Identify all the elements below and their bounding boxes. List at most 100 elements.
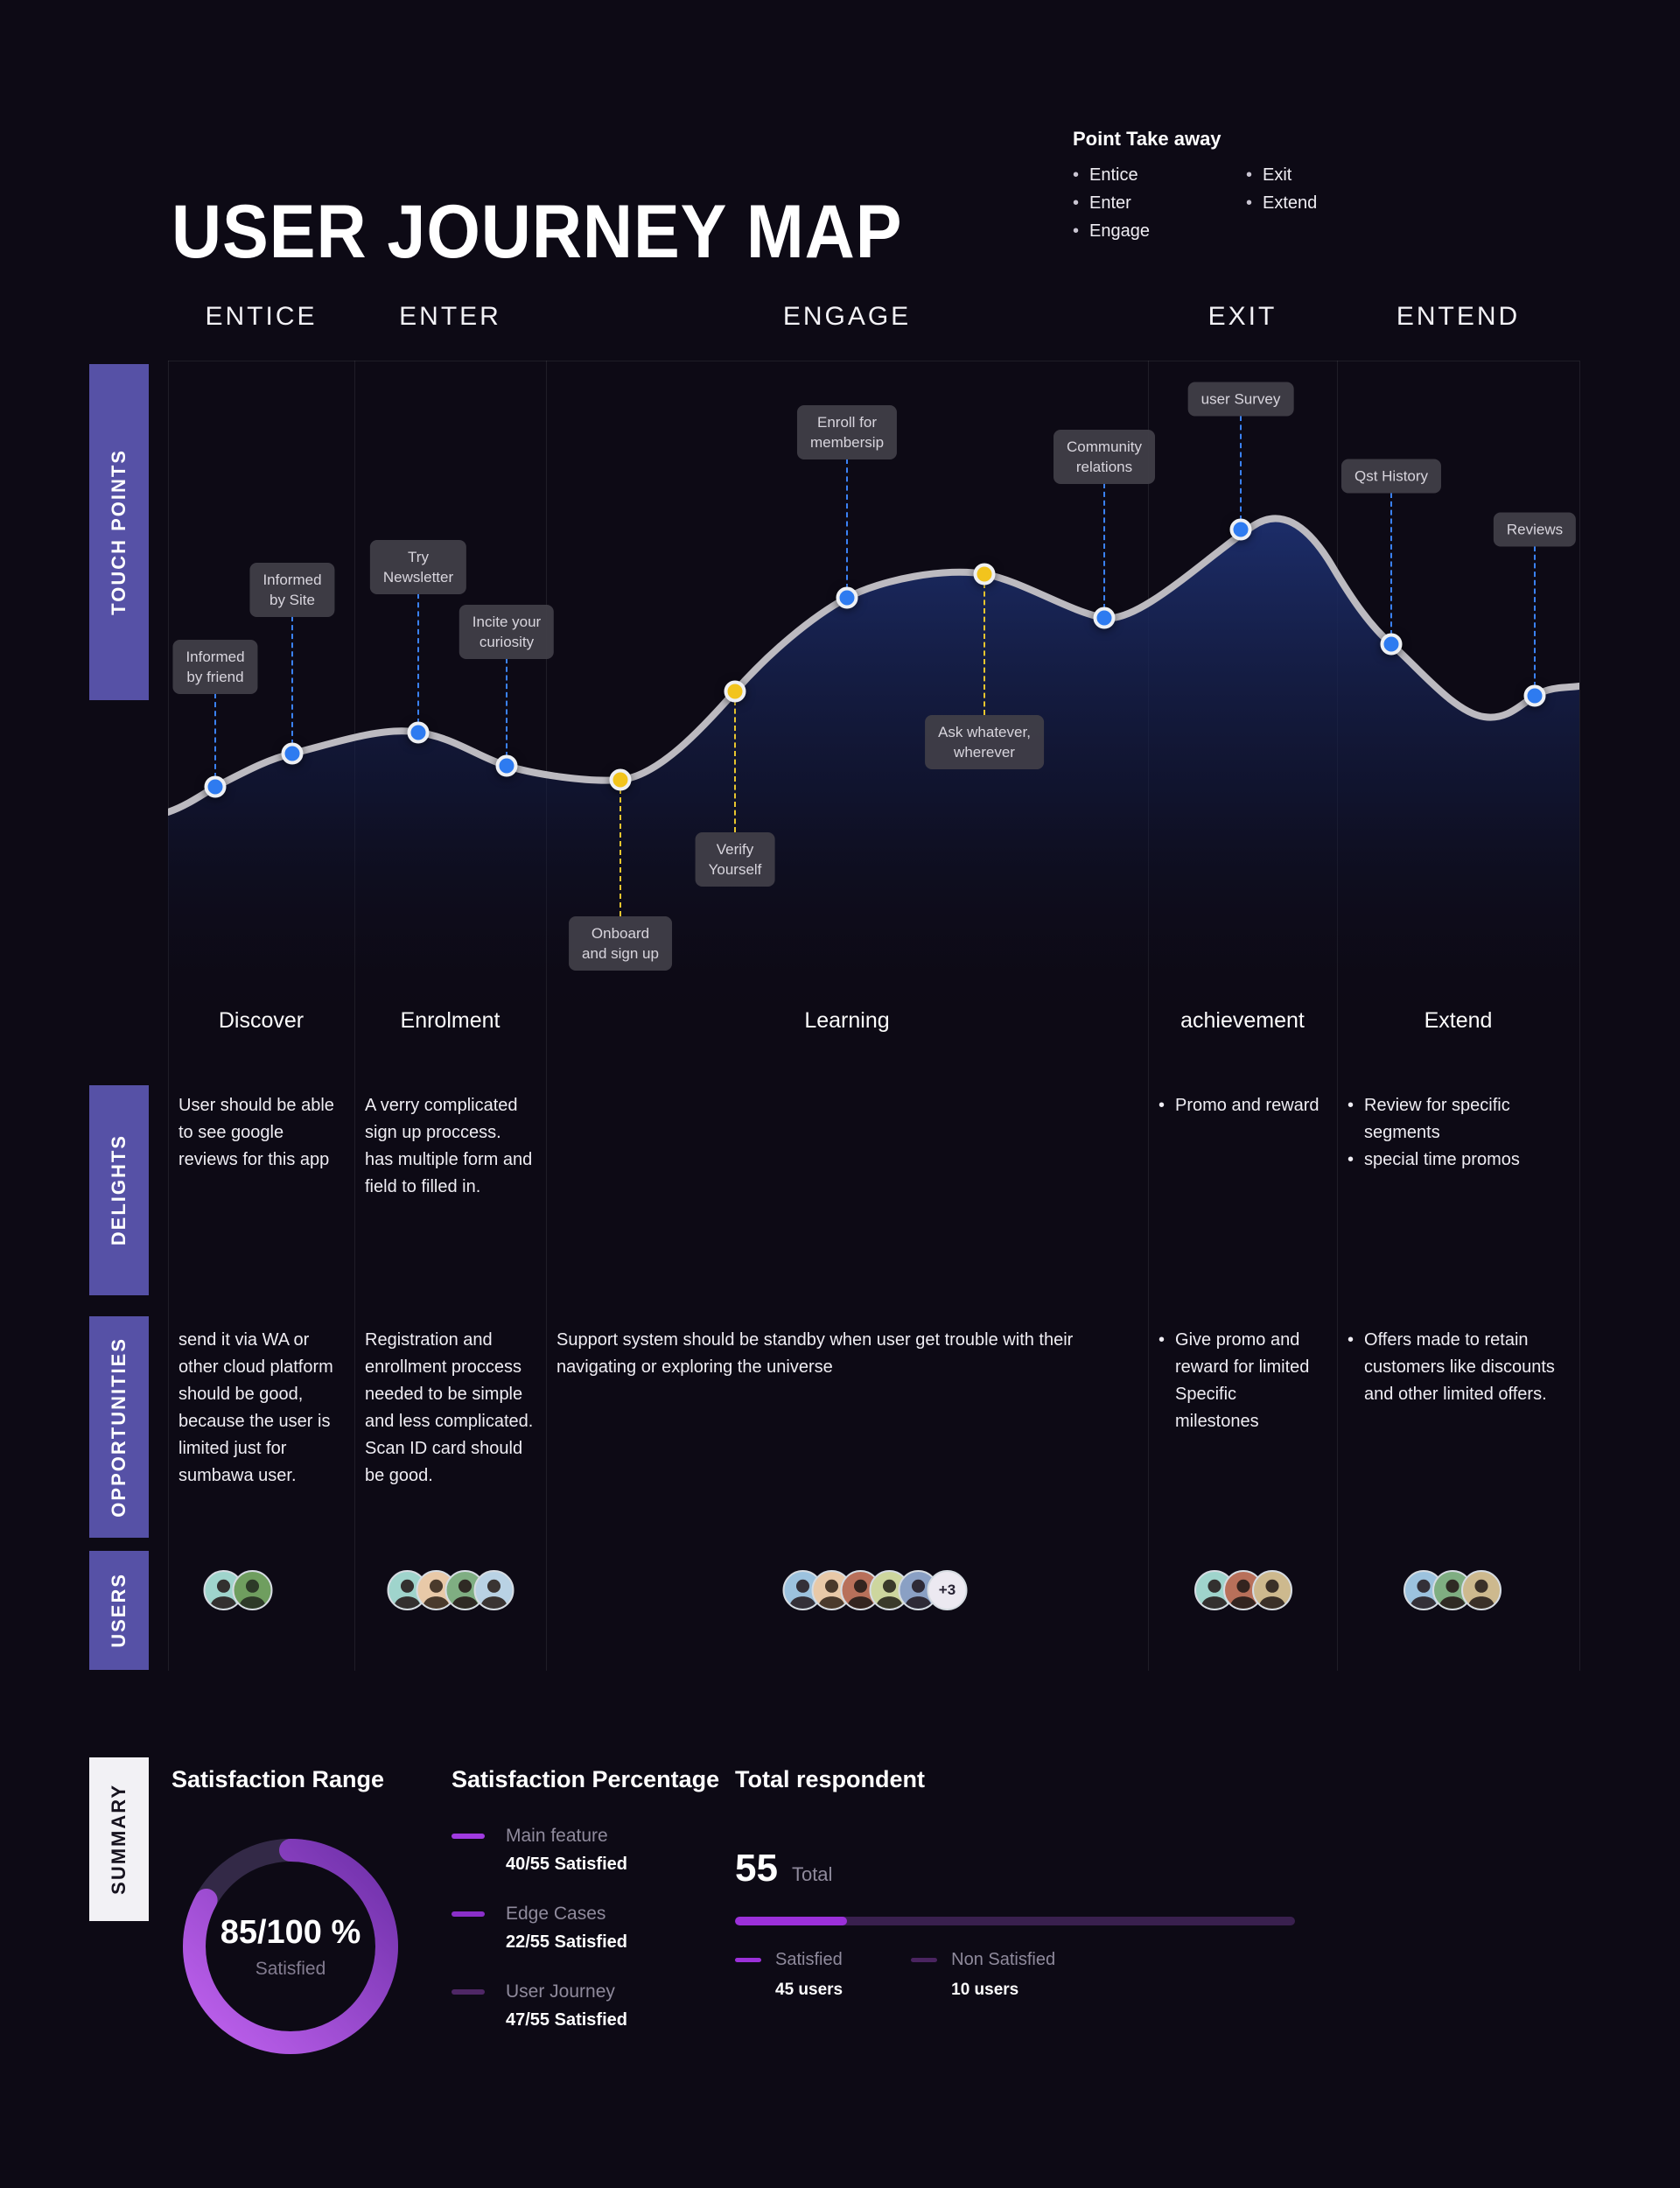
touchpoint-connector: [291, 616, 293, 745]
sp-item: Main feature 40/55 Satisfied: [452, 1826, 627, 1875]
tooltip-line: and sign up: [582, 945, 659, 962]
opps-cell: send it via WA or other cloud platform s…: [178, 1330, 333, 1485]
bullet-glyph: •: [1348, 1330, 1354, 1350]
total-respondent-count: 55: [735, 1847, 778, 1890]
bullet-glyph: •: [1348, 1150, 1354, 1169]
person-silhouette-icon: [452, 1579, 479, 1609]
legend-item: Non Satisfied 10 users: [911, 1950, 1055, 2000]
bullet-glyph: •: [1158, 1330, 1166, 1350]
bullet-glyph: •: [1073, 221, 1080, 241]
user-avatar-group-entice: [203, 1570, 273, 1610]
takeaway-item-label: Exit: [1263, 165, 1292, 185]
page-title: USER JOURNEY MAP: [172, 189, 903, 274]
touchpoint-tooltip: Community relations: [1054, 430, 1155, 484]
tooltip-line: Qst History: [1354, 467, 1429, 485]
touchpoint-dot: [1093, 607, 1116, 629]
tooltip-line: membersip: [809, 434, 885, 451]
cell-bullet-text: Review for specific segments: [1364, 1096, 1510, 1142]
tooltip-line: Reviews: [1506, 521, 1564, 538]
cell-bullet-text: Give promo and reward for limited Specif…: [1175, 1330, 1310, 1431]
column-divider: [1579, 361, 1580, 1671]
user-avatar-group-engage: +3: [782, 1570, 968, 1610]
person-silhouette-icon: [480, 1579, 508, 1609]
touchpoint-connector: [1103, 483, 1105, 609]
takeaway-item-label: Extend: [1263, 193, 1318, 213]
touchpoint-connector: [984, 583, 985, 715]
takeaway-item: • Engage: [1073, 217, 1150, 245]
total-respondent-block: 55 Total Satisfied 45 users Non Satisfied 1…: [735, 1847, 1295, 2000]
legend-color-dash: [911, 1958, 938, 1962]
person-silhouette-icon: [1467, 1579, 1495, 1609]
satisfaction-percentage-list: Main feature 40/55 Satisfied Edge Cases 22/…: [452, 1826, 627, 2059]
sp-color-dash: [452, 1834, 485, 1839]
cell-bullet-list: • Offers made to retain customers like di…: [1348, 1327, 1567, 1408]
person-silhouette-icon: [1438, 1579, 1466, 1609]
tooltip-line: Informed: [186, 649, 245, 665]
sp-label-row: Edge Cases: [452, 1904, 627, 1925]
touchpoint-tooltip: Informed by Site: [249, 563, 335, 617]
journey-curve-chart: Informed by friend Informed by Site Try Newsl…: [168, 364, 1579, 1027]
side-label-opportunities: OPPORTUNITIES: [89, 1316, 149, 1538]
sp-item: Edge Cases 22/55 Satisfied: [452, 1904, 627, 1953]
cell-bullet-item: • Review for specific segments: [1348, 1092, 1567, 1147]
touchpoint-dot: [1380, 633, 1403, 656]
takeaway-item-label: Enter: [1089, 193, 1131, 213]
touchpoint-tooltip: user Survey: [1187, 382, 1294, 417]
person-silhouette-icon: [905, 1579, 932, 1609]
touchpoint-connector: [214, 693, 216, 778]
legend-label: Non Satisfied: [951, 1950, 1056, 1969]
cell-bullet-text: special time promos: [1364, 1150, 1520, 1169]
user-avatar: [1461, 1570, 1502, 1610]
person-silhouette-icon: [210, 1579, 237, 1609]
person-silhouette-icon: [1200, 1579, 1228, 1609]
bullet-glyph: •: [1245, 165, 1252, 185]
person-silhouette-icon: [789, 1579, 816, 1609]
side-label-users: USERS: [89, 1551, 149, 1670]
person-silhouette-icon: [1229, 1579, 1257, 1609]
person-silhouette-icon: [239, 1579, 266, 1609]
touchpoint-connector: [1534, 545, 1536, 687]
legend-value: 45 users: [775, 1981, 844, 1999]
touchpoint-tooltip: Enroll for membersip: [796, 405, 898, 459]
user-avatar: [473, 1570, 514, 1610]
tooltip-line: curiosity: [479, 634, 535, 650]
touchpoint-dot: [609, 768, 632, 791]
stage-header-engage: ENGAGE: [782, 302, 912, 331]
sp-item: User Journey 47/55 Satisfied: [452, 1981, 627, 2030]
person-silhouette-icon: [1258, 1579, 1286, 1609]
tooltip-line: Try: [408, 549, 429, 565]
touchpoint-dot: [836, 586, 858, 609]
tooltip-line: Yourself: [708, 861, 762, 878]
respondent-progress-bar: [735, 1917, 1295, 1925]
curve-area-fill: [168, 518, 1579, 1027]
tooltip-line: Enroll for: [816, 414, 878, 431]
touchpoint-dot: [973, 563, 996, 586]
legend-label: Satisfied: [775, 1950, 843, 1969]
touchpoint-connector: [1240, 415, 1242, 521]
tooltip-line: wherever: [954, 744, 1015, 761]
opps-cell: • Offers made to retain customers like di…: [1348, 1327, 1567, 1408]
gauge-score: 85/100 %: [220, 1913, 361, 1951]
cell-bullet-list: • Promo and reward: [1158, 1092, 1325, 1119]
user-avatar-group-exit: [1194, 1570, 1292, 1610]
sp-label-row: Main feature: [452, 1826, 627, 1847]
cell-bullet-text: Offers made to retain customers like dis…: [1364, 1330, 1555, 1404]
sp-label: Edge Cases: [506, 1904, 606, 1924]
cell-bullet-text: Promo and reward: [1175, 1096, 1320, 1115]
stage-header-entice: ENTICE: [205, 302, 318, 331]
takeaway-list-1: • Entice • Enter • Engage: [1073, 161, 1150, 245]
delights-cell: User should be able to see google review…: [178, 1096, 334, 1169]
touchpoint-tooltip: Incite your curiosity: [458, 605, 555, 659]
tooltip-line: Informed: [262, 572, 322, 588]
touchpoint-tooltip: Verify Yourself: [695, 832, 775, 887]
tooltip-line: Onboard: [591, 925, 650, 942]
stage-header-exit: EXIT: [1208, 302, 1278, 331]
sp-value: 40/55 Satisfied: [506, 1855, 627, 1874]
touchpoint-tooltip: Reviews: [1493, 512, 1577, 547]
tooltip-line: by friend: [186, 669, 244, 685]
satisfaction-gauge: 85/100 % Satisfied: [172, 1827, 410, 2065]
touchpoint-dot: [724, 680, 746, 703]
touchpoint-tooltip: Onboard and sign up: [569, 916, 672, 971]
legend-label-row: Satisfied: [735, 1950, 843, 1970]
